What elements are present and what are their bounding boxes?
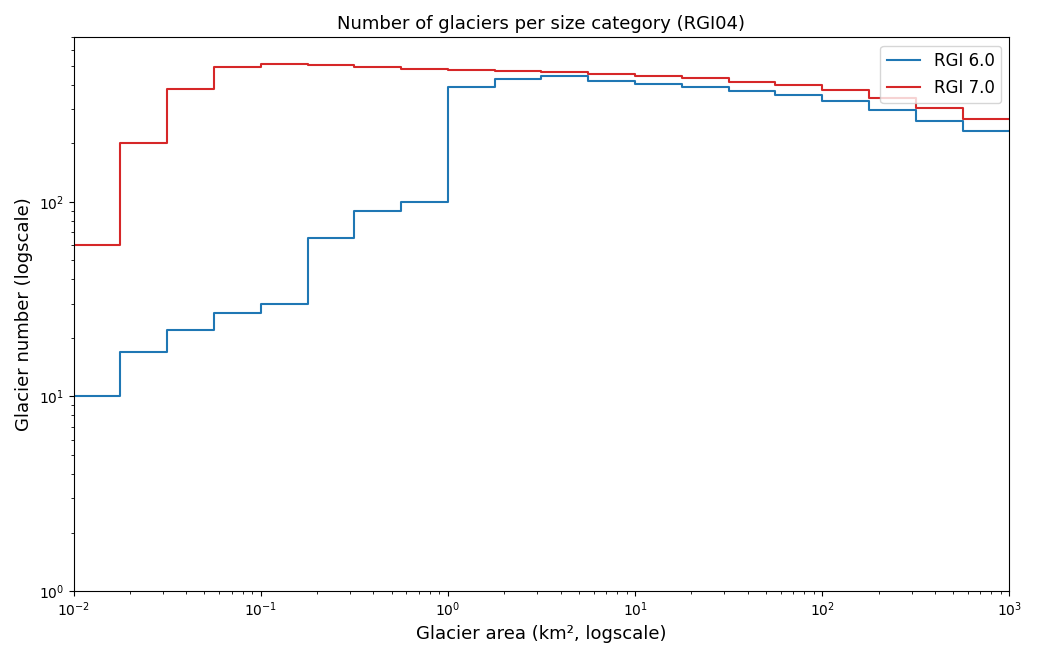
RGI 7.0 [254,64,267,72]
RGI 6.0 [254,299,267,307]
RGI 6.0 [254,309,267,316]
RGI 7.0 [863,86,875,94]
RGI 7.0 [161,139,173,147]
Title: Number of glaciers per size category (RGI04): Number of glaciers per size category (RG… [337,15,746,33]
RGI 7.0 [816,86,829,94]
RGI 6.0 [956,117,969,125]
RGI 7.0 [863,95,875,103]
RGI 6.0 [442,198,454,206]
RGI 7.0 [488,67,501,75]
Y-axis label: Glacier number (logscale): Glacier number (logscale) [15,197,33,431]
RGI 7.0 [535,68,548,76]
RGI 7.0 [909,95,922,103]
RGI 7.0 [442,66,454,74]
RGI 7.0 [723,78,735,86]
RGI 6.0 [161,326,173,334]
RGI 6.0 [114,347,127,355]
RGI 6.0 [816,91,829,99]
RGI 7.0 [395,64,408,72]
RGI 7.0 [348,64,361,72]
RGI 6.0 [67,393,80,401]
RGI 7.0 [535,67,548,75]
RGI 7.0 [161,85,173,93]
RGI 6.0 [582,72,594,80]
RGI 6.0 [395,198,408,206]
X-axis label: Glacier area (km², logscale): Glacier area (km², logscale) [416,625,667,643]
RGI 6.0 [348,207,361,215]
RGI 6.0 [488,83,501,91]
RGI 6.0 [909,117,922,125]
RGI 7.0 [207,85,220,93]
RGI 7.0 [769,78,782,86]
RGI 6.0 [302,234,314,242]
RGI 6.0 [161,347,173,355]
RGI 6.0 [348,234,361,242]
RGI 7.0 [909,103,922,111]
Line: RGI 6.0: RGI 6.0 [74,76,1009,397]
RGI 6.0 [535,72,548,80]
RGI 7.0 [114,139,127,147]
RGI 7.0 [956,103,969,111]
RGI 6.0 [535,74,548,82]
RGI 6.0 [114,393,127,401]
RGI 7.0 [676,72,689,80]
RGI 7.0 [207,64,220,72]
RGI 7.0 [628,72,641,80]
RGI 6.0 [676,80,689,88]
RGI 7.0 [348,61,361,69]
RGI 6.0 [956,128,969,136]
RGI 7.0 [114,241,127,249]
RGI 6.0 [909,107,922,114]
RGI 7.0 [302,61,314,69]
RGI 6.0 [769,88,782,95]
RGI 7.0 [816,81,829,89]
RGI 6.0 [207,326,220,334]
RGI 6.0 [863,97,875,105]
RGI 7.0 [395,65,408,73]
RGI 6.0 [442,83,454,91]
RGI 7.0 [488,66,501,74]
RGI 6.0 [1003,128,1015,136]
RGI 7.0 [723,74,735,82]
RGI 7.0 [302,60,314,68]
RGI 6.0 [628,80,641,88]
RGI 7.0 [442,65,454,73]
RGI 6.0 [302,299,314,307]
RGI 7.0 [956,116,969,124]
Legend: RGI 6.0, RGI 7.0: RGI 6.0, RGI 7.0 [880,45,1001,103]
RGI 6.0 [816,97,829,105]
RGI 6.0 [863,107,875,114]
RGI 7.0 [582,70,594,78]
RGI 6.0 [723,83,735,91]
Line: RGI 7.0: RGI 7.0 [74,64,1009,245]
RGI 7.0 [254,60,267,68]
RGI 7.0 [67,241,80,249]
RGI 6.0 [723,88,735,95]
RGI 6.0 [769,91,782,99]
RGI 6.0 [395,207,408,215]
RGI 7.0 [1003,116,1015,124]
RGI 7.0 [628,70,641,78]
RGI 6.0 [488,74,501,82]
RGI 6.0 [207,309,220,316]
RGI 7.0 [582,68,594,76]
RGI 6.0 [676,83,689,91]
RGI 7.0 [676,74,689,82]
RGI 6.0 [582,76,594,84]
RGI 6.0 [628,76,641,84]
RGI 7.0 [769,81,782,89]
